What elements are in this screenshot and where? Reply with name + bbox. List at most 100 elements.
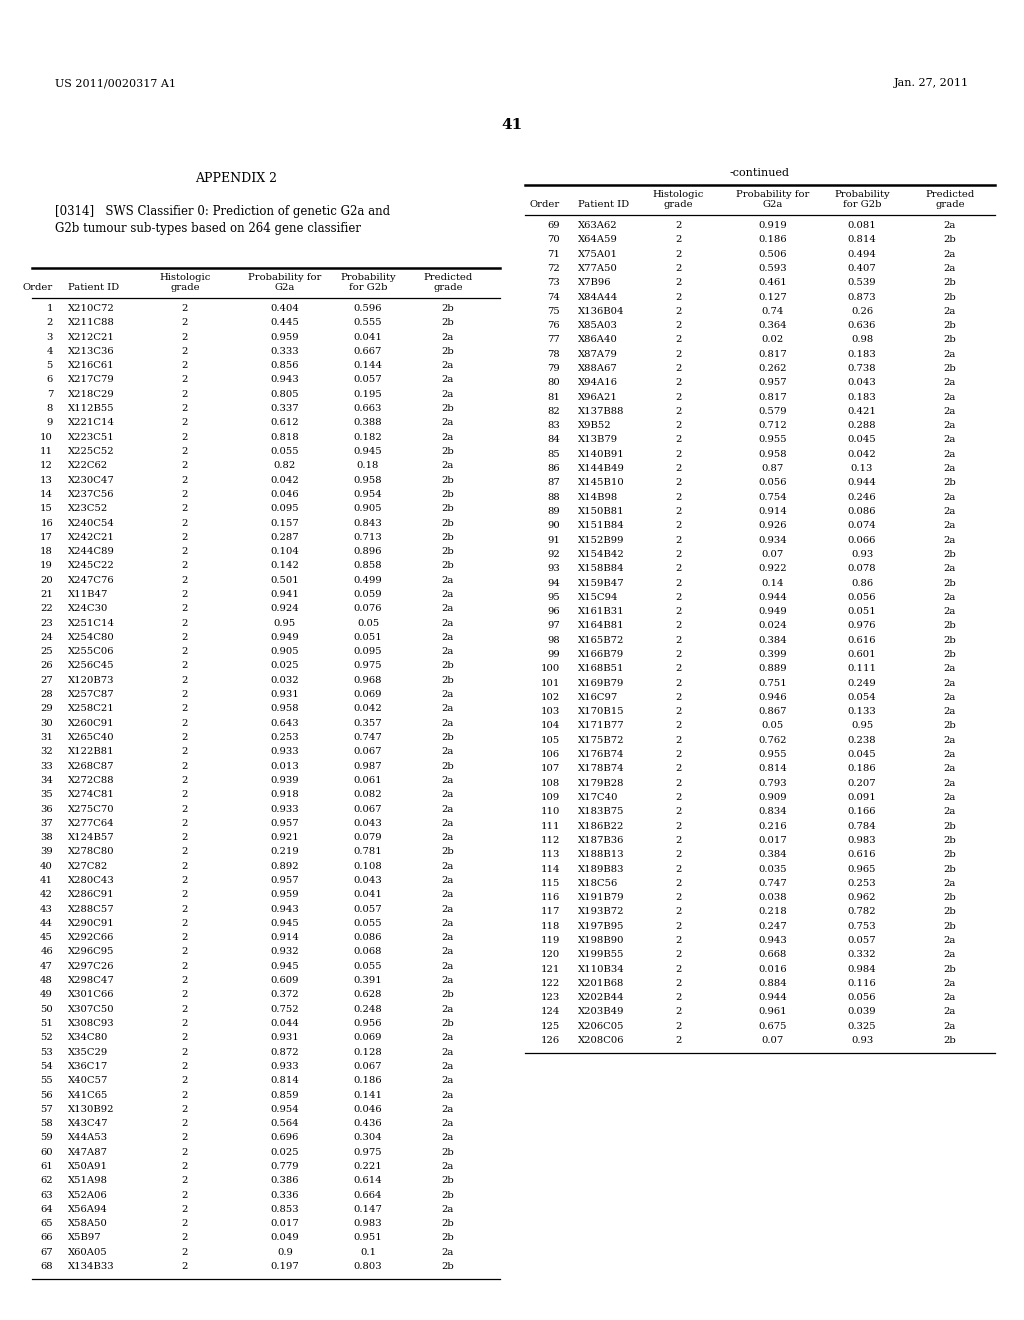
Text: X158B84: X158B84 [578,564,625,573]
Text: 58: 58 [40,1119,53,1129]
Text: 0.762: 0.762 [759,735,787,744]
Text: X168B51: X168B51 [578,664,625,673]
Text: 23: 23 [40,619,53,627]
Text: 106: 106 [541,750,560,759]
Text: 0.896: 0.896 [353,546,382,556]
Text: 2b: 2b [944,622,956,631]
Text: 2: 2 [675,764,681,774]
Text: 0.957: 0.957 [759,379,787,387]
Text: 0.843: 0.843 [353,519,382,528]
Text: US 2011/0020317 A1: US 2011/0020317 A1 [55,78,176,88]
Text: 8: 8 [47,404,53,413]
Text: 0.975: 0.975 [353,1147,382,1156]
Text: 2a: 2a [944,693,956,702]
Text: 0.957: 0.957 [270,818,299,828]
Text: 2: 2 [675,350,681,359]
Text: 2a: 2a [441,590,455,599]
Text: X17C40: X17C40 [578,793,618,803]
Text: X161B31: X161B31 [578,607,625,616]
Text: 2a: 2a [944,1007,956,1016]
Text: 2b: 2b [441,533,455,541]
Text: 0.061: 0.061 [353,776,382,785]
Text: 51: 51 [40,1019,53,1028]
Text: 29: 29 [40,705,53,713]
Text: X290C91: X290C91 [68,919,115,928]
Text: 0.601: 0.601 [848,649,877,659]
Text: 0.664: 0.664 [353,1191,382,1200]
Text: 24: 24 [40,632,53,642]
Text: 2: 2 [182,1048,188,1056]
Text: X166B79: X166B79 [578,649,625,659]
Text: 0.069: 0.069 [353,1034,382,1043]
Text: 0.984: 0.984 [848,965,877,974]
Text: X23C52: X23C52 [68,504,109,513]
Text: 27: 27 [40,676,53,685]
Text: 2: 2 [182,804,188,813]
Text: 32: 32 [40,747,53,756]
Text: 0.067: 0.067 [353,1061,382,1071]
Text: 85: 85 [547,450,560,459]
Text: 0.388: 0.388 [353,418,382,428]
Text: 2: 2 [182,747,188,756]
Text: 18: 18 [40,546,53,556]
Text: 20: 20 [40,576,53,585]
Text: 80: 80 [547,379,560,387]
Text: 91: 91 [547,536,560,545]
Text: 0.404: 0.404 [270,304,299,313]
Text: X198B90: X198B90 [578,936,625,945]
Text: 73: 73 [547,279,560,288]
Text: 112: 112 [541,836,560,845]
Text: 2b: 2b [441,676,455,685]
Text: 0.884: 0.884 [759,979,787,987]
Text: X170B15: X170B15 [578,708,625,717]
Text: 0.596: 0.596 [353,304,382,313]
Text: 101: 101 [541,678,560,688]
Text: 0.246: 0.246 [848,492,877,502]
Text: 2: 2 [182,904,188,913]
Text: X247C76: X247C76 [68,576,115,585]
Text: 0.943: 0.943 [270,904,299,913]
Text: 0.046: 0.046 [353,1105,382,1114]
Text: 0.946: 0.946 [759,693,787,702]
Text: 118: 118 [541,921,560,931]
Text: 0.147: 0.147 [353,1205,382,1214]
Text: 0.86: 0.86 [851,578,873,587]
Text: 0.959: 0.959 [270,333,299,342]
Text: Predicted: Predicted [926,190,975,199]
Text: 0.221: 0.221 [353,1162,382,1171]
Text: 0.931: 0.931 [270,1034,299,1043]
Text: 111: 111 [541,821,560,830]
Text: 2b: 2b [441,519,455,528]
Text: 0.803: 0.803 [353,1262,382,1271]
Text: X265C40: X265C40 [68,733,115,742]
Text: 82: 82 [547,407,560,416]
Text: 2b: 2b [441,504,455,513]
Text: 0.782: 0.782 [848,907,877,916]
Text: 0.814: 0.814 [759,764,787,774]
Text: 123: 123 [541,993,560,1002]
Text: X130B92: X130B92 [68,1105,115,1114]
Text: 2: 2 [675,407,681,416]
Text: 2: 2 [182,632,188,642]
Text: X280C43: X280C43 [68,876,115,884]
Text: X230C47: X230C47 [68,475,115,484]
Text: 0.091: 0.091 [848,793,877,803]
Text: for G2b: for G2b [349,282,387,292]
Text: X297C26: X297C26 [68,962,115,970]
Text: 0.754: 0.754 [759,492,787,502]
Text: 35: 35 [40,791,53,799]
Text: 2a: 2a [944,450,956,459]
Text: 0.068: 0.068 [353,948,382,957]
Text: 0.779: 0.779 [270,1162,299,1171]
Text: 105: 105 [541,735,560,744]
Text: 2: 2 [182,1220,188,1228]
Text: 77: 77 [547,335,560,345]
Text: Probability: Probability [340,273,396,282]
Text: 2b: 2b [944,279,956,288]
Text: 0.856: 0.856 [270,362,299,370]
Text: 9: 9 [47,418,53,428]
Text: X24C30: X24C30 [68,605,109,614]
Text: 12: 12 [40,461,53,470]
Text: 2: 2 [675,664,681,673]
Text: 2a: 2a [441,619,455,627]
